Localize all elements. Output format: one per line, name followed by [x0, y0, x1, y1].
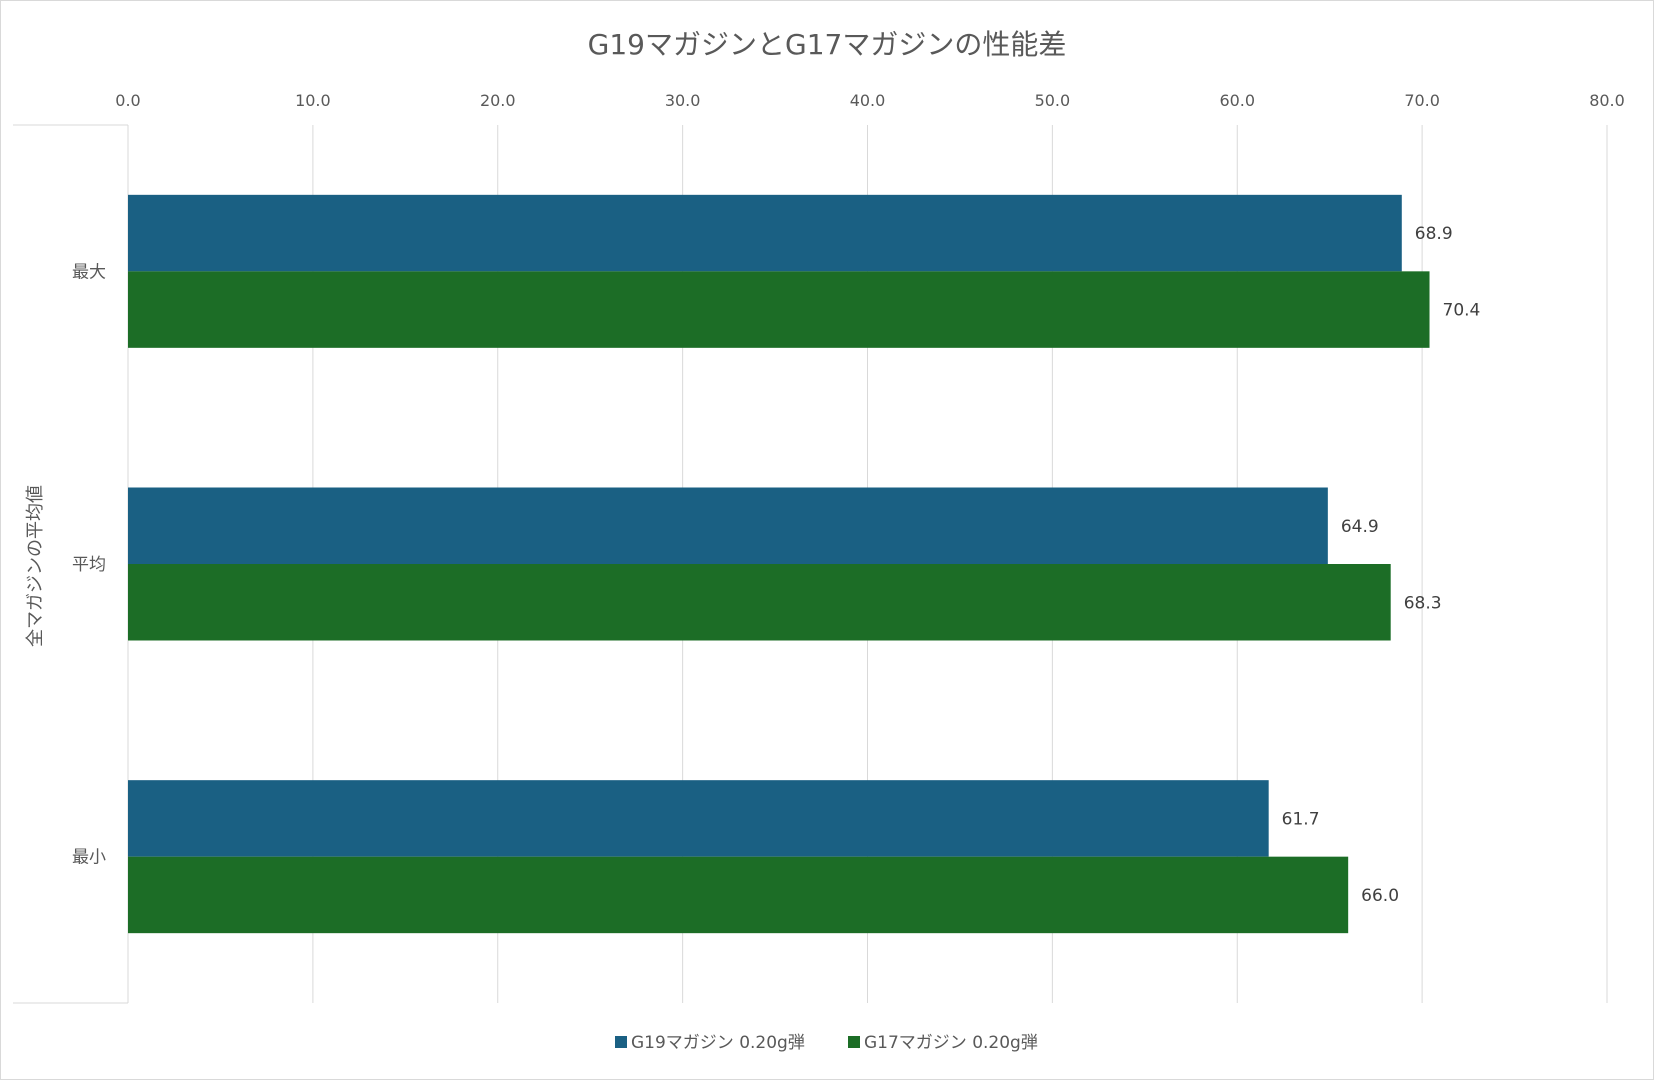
bar [128, 271, 1430, 348]
x-tick-label: 0.0 [115, 91, 140, 110]
category-label: 平均 [72, 555, 106, 575]
data-label: 64.9 [1341, 517, 1379, 537]
x-tick-label: 60.0 [1219, 91, 1255, 110]
data-labels: 68.9 70.4 64.9 68.3 61.7 66.0 [1282, 224, 1481, 906]
bar [128, 856, 1349, 934]
data-label: 61.7 [1282, 809, 1320, 829]
x-tick-label: 80.0 [1589, 91, 1625, 110]
legend-label: G17マガジン 0.20g弾 [864, 1033, 1038, 1053]
x-tick-label: 20.0 [480, 91, 516, 110]
y-axis-title: 全マガジンの平均値 [25, 485, 46, 647]
x-tick-label: 10.0 [295, 91, 331, 110]
data-label: 68.9 [1415, 224, 1453, 244]
x-axis-ticks: 0.0 10.0 20.0 30.0 40.0 50.0 60.0 70.0 80.0 [115, 91, 1625, 110]
category-label: 最小 [72, 848, 106, 868]
x-tick-label: 40.0 [850, 91, 886, 110]
bar [128, 780, 1269, 857]
x-tick-label: 70.0 [1404, 91, 1440, 110]
legend: G19マガジン 0.20g弾 G17マガジン 0.20g弾 [615, 1033, 1038, 1053]
x-tick-label: 30.0 [665, 91, 701, 110]
legend-swatch [615, 1036, 627, 1048]
data-label: 68.3 [1404, 593, 1442, 613]
legend-swatch [848, 1036, 860, 1048]
category-label: 最大 [72, 262, 106, 282]
bars [128, 194, 1430, 934]
chart-title: G19マガジンとG17マガジンの性能差 [588, 28, 1067, 61]
data-label: 70.4 [1443, 301, 1481, 321]
legend-label: G19マガジン 0.20g弾 [631, 1033, 805, 1053]
bar [128, 564, 1391, 641]
bar [128, 487, 1328, 564]
x-tick-label: 50.0 [1035, 91, 1071, 110]
data-label: 66.0 [1361, 886, 1399, 906]
bar [128, 194, 1402, 272]
